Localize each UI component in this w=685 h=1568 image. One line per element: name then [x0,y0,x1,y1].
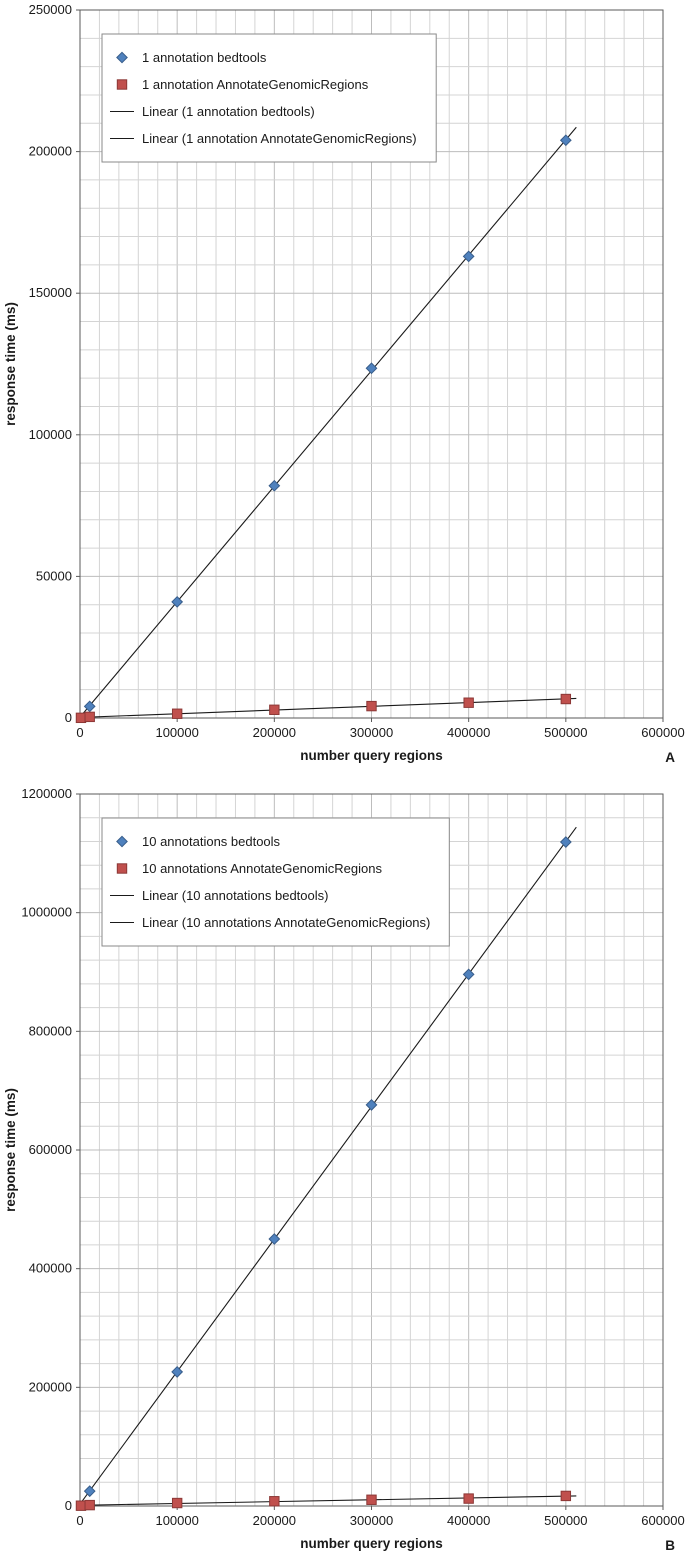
y-axis-title: response time (ms) [3,302,18,426]
svg-text:200000: 200000 [253,725,296,740]
data-point-diamond [559,836,572,848]
legend-label: 1 annotation AnnotateGenomicRegions [142,77,369,92]
legend-label: 1 annotation bedtools [142,50,267,65]
chart-panel-b: 0 100000 200000 300000 400000 500000 600000 0 20… [0,782,685,1568]
data-point-square [366,1494,377,1505]
svg-text:800000: 800000 [29,1023,72,1038]
data-point-square [560,693,572,705]
data-point-diamond [83,700,96,713]
chart-panel-a: 0 100000 200000 300000 400000 500000 600000 0 50… [0,0,685,782]
legend-box [101,817,450,947]
data-point-diamond [171,1365,184,1378]
y-axis-labels: 0 200000 400000 600000 800000 1000000 1200000 [21,786,80,1513]
svg-text:400000: 400000 [447,1513,490,1528]
data-point-square [84,711,95,723]
svg-text:1000000: 1000000 [21,905,72,920]
svg-text:150000: 150000 [29,285,72,300]
data-point-square [75,1500,87,1511]
svg-text:300000: 300000 [350,725,393,740]
data-point-square [75,712,87,724]
legend: 10 annotations bedtools 10 annotations An… [101,817,450,947]
legend-square-icon [116,79,128,90]
legend-label: 10 annotations bedtools [142,834,281,849]
svg-text:500000: 500000 [544,725,587,740]
data-point-square [171,1497,183,1509]
legend-diamond-icon [116,835,128,848]
data-point-square [171,708,183,719]
series-annotategenomicregions [75,1490,572,1511]
svg-text:50000: 50000 [36,568,72,583]
legend: 1 annotation bedtools 1 annotation Annota… [101,33,437,163]
svg-text:0: 0 [65,710,72,725]
svg-text:0: 0 [76,1513,83,1528]
svg-text:500000: 500000 [544,1513,587,1528]
x-axis-title: number query regions [300,1536,443,1551]
data-point-square [269,704,280,715]
svg-text:100000: 100000 [155,1513,198,1528]
legend-label: Linear (1 annotation bedtools) [142,104,315,119]
data-point-diamond [365,1098,378,1111]
svg-text:0: 0 [65,1498,72,1513]
svg-text:400000: 400000 [447,725,490,740]
data-point-square [84,1499,95,1511]
data-point-diamond [462,250,475,263]
data-point-square [366,700,377,712]
data-point-square [269,1496,280,1507]
legend-square-icon [116,863,128,874]
series-bedtools [83,836,572,1498]
svg-text:300000: 300000 [350,1513,393,1528]
svg-text:1200000: 1200000 [21,786,72,801]
data-point-diamond [559,134,572,147]
y-axis-labels: 0 50000 100000 150000 200000 250000 [29,2,80,725]
svg-text:200000: 200000 [29,144,72,159]
svg-text:200000: 200000 [253,1513,296,1528]
data-point-square [463,1493,474,1504]
panel-corner-label: B [665,1538,675,1553]
data-point-diamond [83,1485,96,1498]
legend-label: Linear (1 annotation AnnotateGenomicRegi… [142,131,417,146]
svg-text:0: 0 [76,725,83,740]
legend-box [101,33,437,163]
legend-label: Linear (10 annotations bedtools) [142,888,328,903]
svg-text:100000: 100000 [155,725,198,740]
data-point-square [463,697,474,708]
data-point-diamond [268,479,281,492]
svg-text:600000: 600000 [641,1513,684,1528]
x-axis-labels: 0 100000 200000 300000 400000 500000 600000 [76,718,685,740]
legend-label: Linear (10 annotations AnnotateGenomicRe… [142,915,430,930]
legend-diamond-icon [116,51,128,64]
x-axis-title: number query regions [300,748,443,763]
trendlines [79,826,577,1506]
svg-text:400000: 400000 [29,1261,72,1276]
panel-corner-label: A [665,750,675,765]
svg-text:200000: 200000 [29,1379,72,1394]
data-point-diamond [171,595,184,608]
series-bedtools [83,134,572,713]
series-annotategenomicregions [75,693,572,724]
svg-text:100000: 100000 [29,427,72,442]
data-point-square [560,1490,572,1502]
svg-text:600000: 600000 [29,1142,72,1157]
data-point-diamond [462,968,475,981]
data-point-diamond [268,1233,281,1245]
svg-text:250000: 250000 [29,2,72,17]
data-point-diamond [365,362,378,375]
svg-text:600000: 600000 [641,725,684,740]
trendlines [79,126,577,719]
y-axis-title: response time (ms) [3,1088,18,1212]
x-axis-labels: 0 100000 200000 300000 400000 500000 600000 [76,1506,685,1528]
gridlines [80,794,663,1506]
legend-label: 10 annotations AnnotateGenomicRegions [142,861,382,876]
